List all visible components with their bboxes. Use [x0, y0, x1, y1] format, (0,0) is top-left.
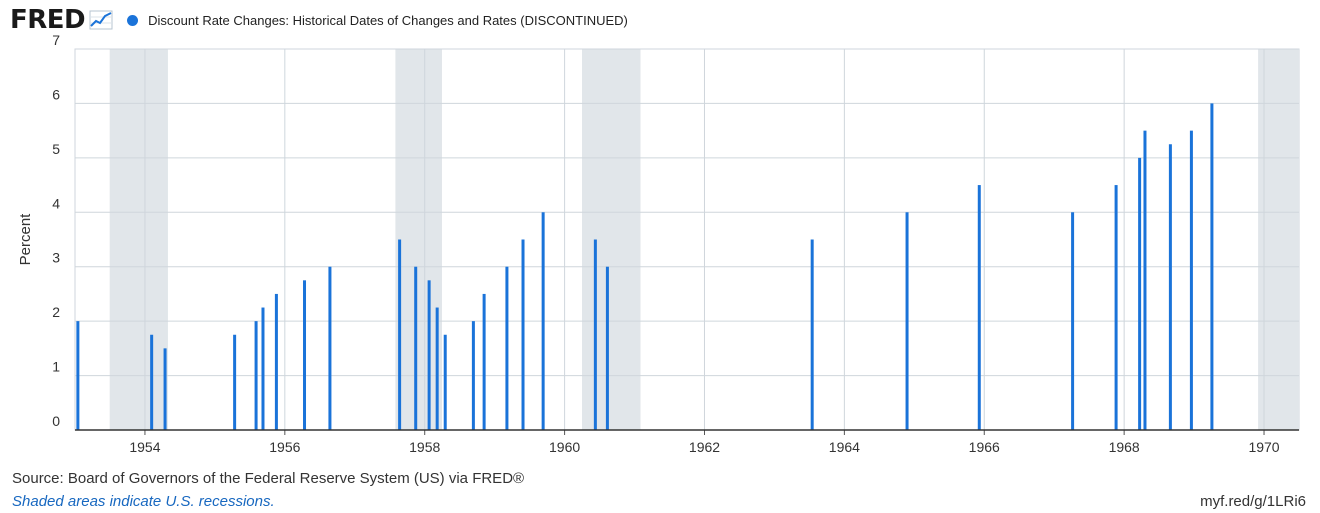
x-tick-label: 1968 [1109, 439, 1140, 455]
data-bar[interactable] [427, 280, 431, 430]
x-tick-label: 1966 [969, 439, 1000, 455]
data-bar[interactable] [435, 307, 439, 430]
x-tick-label: 1956 [269, 439, 300, 455]
data-bar[interactable] [1168, 144, 1172, 430]
data-bar[interactable] [261, 307, 265, 430]
y-tick-label: 4 [52, 195, 60, 211]
data-bar[interactable] [593, 239, 597, 431]
source-text: Source: Board of Governors of the Federa… [12, 470, 525, 487]
series-title[interactable]: Discount Rate Changes: Historical Dates … [148, 12, 628, 28]
x-tick-label: 1970 [1248, 439, 1279, 455]
data-bar[interactable] [233, 334, 237, 430]
data-bar[interactable] [303, 280, 307, 430]
data-bar[interactable] [905, 212, 909, 430]
plot-area [74, 48, 1300, 431]
y-tick-label: 6 [52, 86, 60, 102]
line-chart-icon [89, 10, 113, 30]
data-bar[interactable] [810, 239, 814, 431]
y-tick-label: 3 [52, 250, 60, 266]
data-bar[interactable] [505, 266, 509, 430]
x-tick-label: 1962 [689, 439, 720, 455]
data-bar[interactable] [977, 185, 981, 430]
y-tick-label: 1 [52, 359, 60, 375]
fred-logo[interactable]: FRED [10, 5, 86, 35]
data-bar[interactable] [471, 321, 475, 430]
data-bar[interactable] [605, 266, 609, 430]
y-tick-label: 0 [52, 413, 60, 429]
recession-shading [1258, 49, 1299, 430]
data-bar[interactable] [482, 293, 486, 430]
data-bar[interactable] [1138, 157, 1142, 430]
chart-header: FRED Discount Rate Changes: Historical D… [10, 4, 628, 36]
recession-shading [395, 49, 442, 430]
data-bar[interactable] [328, 266, 332, 430]
y-tick-label: 7 [52, 32, 60, 48]
x-tick-label: 1964 [829, 439, 860, 455]
data-bar[interactable] [443, 334, 447, 430]
x-tick-label: 1960 [549, 439, 580, 455]
data-bar[interactable] [414, 266, 418, 430]
data-bar[interactable] [1143, 130, 1147, 430]
recession-shading [581, 49, 641, 430]
data-bar[interactable] [76, 321, 80, 430]
recession-shading [109, 49, 168, 430]
chart-canvas: 0 1 2 3 4 5 6 7 1954 1956 1958 1960 1962 1964 1966 1968… [17, 32, 1300, 455]
x-tick-label: 1958 [409, 439, 440, 455]
data-bar[interactable] [254, 321, 258, 430]
short-url-link[interactable]: myf.red/g/1LRi6 [1200, 493, 1306, 510]
data-bar[interactable] [398, 239, 402, 431]
data-bar[interactable] [1114, 185, 1118, 430]
data-bar[interactable] [541, 212, 545, 430]
y-tick-label: 5 [52, 141, 60, 157]
x-tick-label: 1954 [129, 439, 160, 455]
data-bar[interactable] [1210, 103, 1214, 430]
data-bar[interactable] [521, 239, 525, 431]
y-tick-label: 2 [52, 304, 60, 320]
data-bar[interactable] [274, 293, 278, 430]
series-legend-marker [127, 14, 139, 26]
data-bar[interactable] [1071, 212, 1075, 430]
data-bar[interactable] [1189, 130, 1193, 430]
recession-note[interactable]: Shaded areas indicate U.S. recessions. [12, 493, 275, 510]
data-bar[interactable] [163, 348, 167, 430]
y-axis-label: Percent [17, 213, 34, 266]
data-bar[interactable] [150, 334, 154, 430]
